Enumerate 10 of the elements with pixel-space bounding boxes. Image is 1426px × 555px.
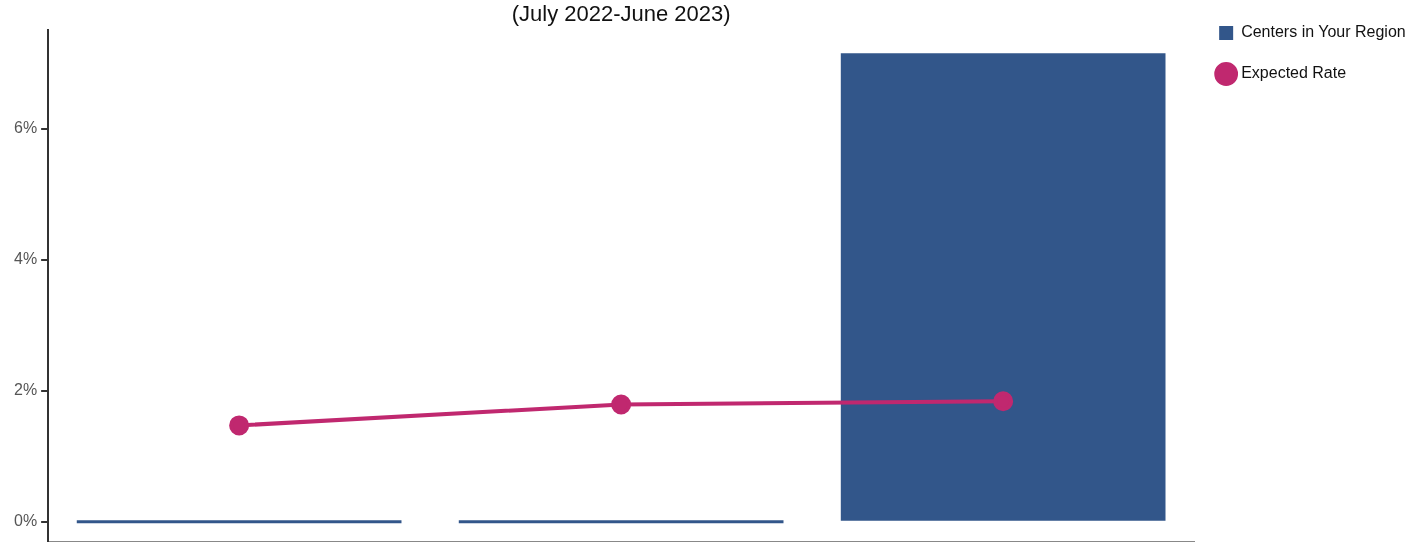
y-tick-label: 0% bbox=[14, 512, 38, 530]
point bbox=[229, 415, 250, 436]
y-tick-label: 4% bbox=[14, 250, 38, 268]
legend-label: Expected Rate bbox=[1241, 64, 1347, 82]
legend-label: Centers in Your Region bbox=[1241, 23, 1406, 41]
point bbox=[611, 394, 632, 415]
y-tick-label: 6% bbox=[14, 119, 38, 137]
y-tick-label: 2% bbox=[14, 381, 38, 399]
point bbox=[993, 391, 1014, 412]
chart-title: (July 2022-June 2023) bbox=[511, 1, 731, 27]
